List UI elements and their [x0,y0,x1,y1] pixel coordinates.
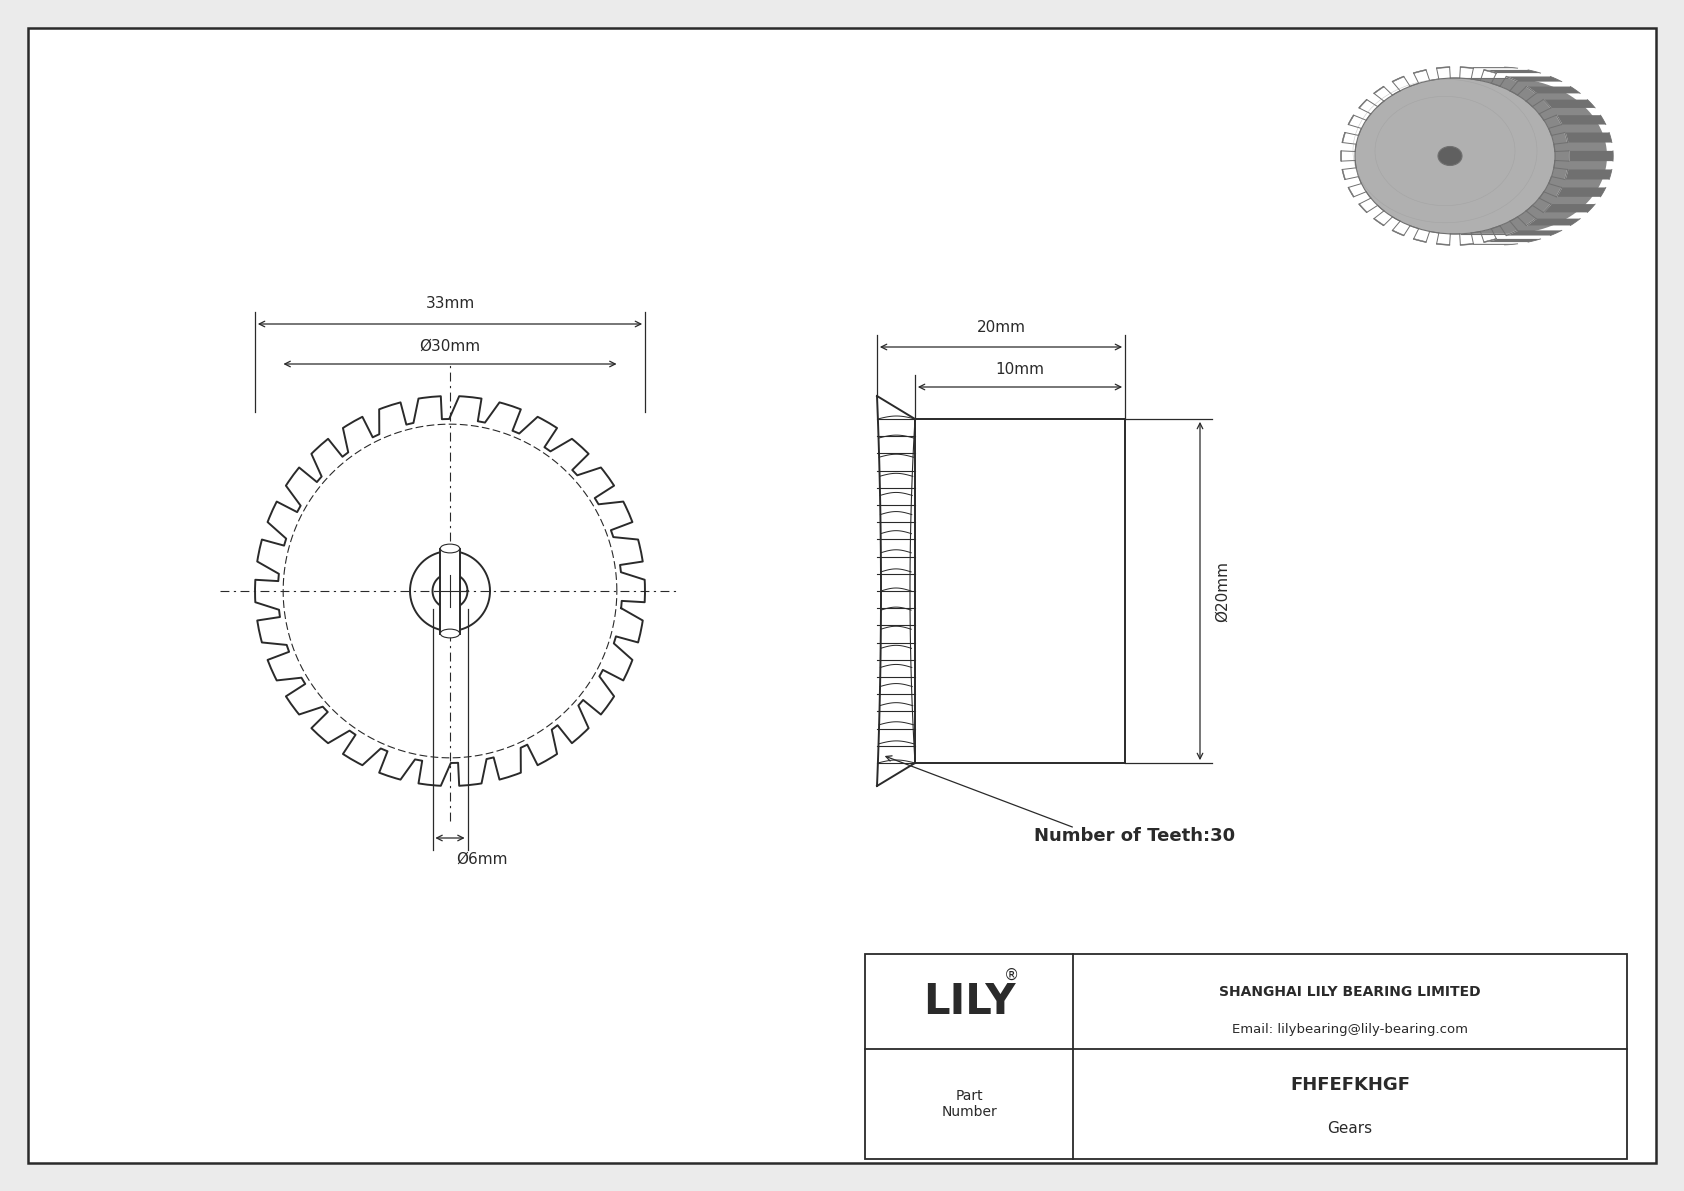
Text: Part
Number: Part Number [941,1089,997,1120]
Polygon shape [1556,187,1607,197]
Polygon shape [1413,239,1426,242]
Polygon shape [1484,70,1541,73]
Ellipse shape [1438,146,1462,166]
Polygon shape [1374,87,1384,93]
Polygon shape [1349,187,1354,197]
Polygon shape [1564,169,1612,180]
Polygon shape [1543,100,1551,108]
Polygon shape [1564,132,1568,143]
Text: Email: lilybearing@lily-bearing.com: Email: lilybearing@lily-bearing.com [1233,1023,1468,1035]
Polygon shape [1484,239,1497,242]
Polygon shape [1556,116,1607,125]
Polygon shape [1543,204,1551,212]
Polygon shape [1413,70,1426,73]
Polygon shape [1393,76,1404,82]
Polygon shape [1505,76,1561,82]
Polygon shape [1556,187,1561,197]
Polygon shape [1526,219,1536,225]
Polygon shape [1526,87,1536,93]
Bar [866,954,1627,1159]
Polygon shape [1526,219,1580,225]
Polygon shape [1484,70,1497,73]
Text: LILY: LILY [923,980,1015,1023]
Text: 20mm: 20mm [977,320,1026,335]
Text: Number of Teeth:30: Number of Teeth:30 [1034,827,1236,844]
Polygon shape [1564,132,1612,143]
Polygon shape [1462,79,1607,233]
Ellipse shape [440,544,460,553]
Text: 33mm: 33mm [426,297,475,311]
Polygon shape [1526,87,1580,93]
Polygon shape [1543,100,1595,108]
Polygon shape [1484,239,1541,242]
Polygon shape [1564,169,1568,180]
Text: SHANGHAI LILY BEARING LIMITED: SHANGHAI LILY BEARING LIMITED [1219,985,1480,999]
Text: Gears: Gears [1327,1121,1372,1136]
Polygon shape [1393,230,1404,236]
Text: FHFEFKHGF: FHFEFKHGF [1290,1077,1410,1095]
Polygon shape [1359,204,1367,212]
Text: 10mm: 10mm [995,362,1044,378]
Polygon shape [1556,116,1561,125]
Ellipse shape [1356,77,1554,233]
Polygon shape [1505,230,1561,236]
Bar [440,549,460,634]
Polygon shape [1359,100,1367,108]
Text: ®: ® [1004,968,1019,983]
Polygon shape [1342,169,1346,180]
Text: Ø20mm: Ø20mm [1214,561,1229,622]
Polygon shape [1374,219,1384,225]
Polygon shape [1569,151,1613,161]
Text: Ø30mm: Ø30mm [419,339,480,354]
Polygon shape [1505,76,1517,82]
Polygon shape [1543,204,1595,212]
Ellipse shape [440,629,460,638]
Text: Ø6mm: Ø6mm [456,852,509,867]
Polygon shape [1349,116,1354,125]
Polygon shape [1342,132,1346,143]
Polygon shape [1505,230,1517,236]
